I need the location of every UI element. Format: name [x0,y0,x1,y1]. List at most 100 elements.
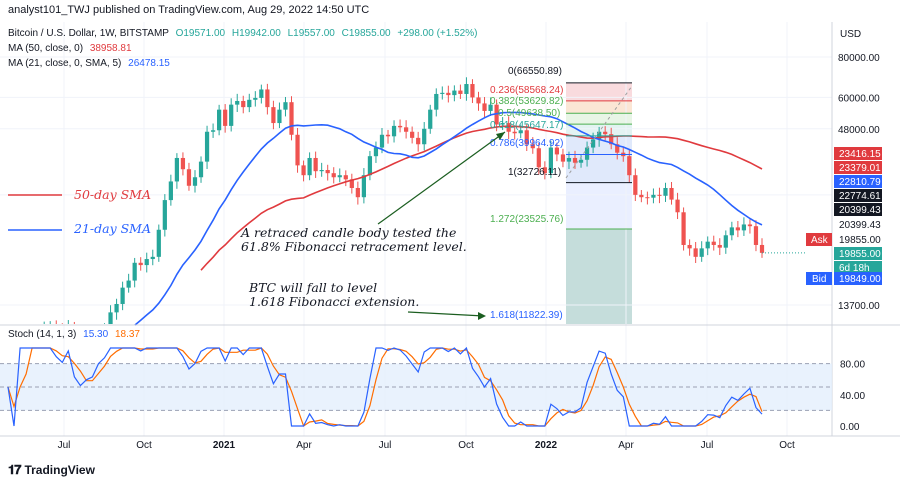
time-axis-label: Jul [701,440,714,451]
candle-body [753,226,759,245]
candle-body [536,148,541,168]
candle-body [494,104,499,125]
candle-body [355,187,360,198]
candle-body [566,157,572,162]
candle-body [476,97,481,104]
candle-body [717,244,722,248]
stoch-axis-tick: 80.00 [840,360,865,371]
candle-body [482,103,487,111]
price-tag-label: 20399.43 [839,205,881,216]
candle-body [735,227,740,231]
fall-annotation-line2: 1.618 Fibonacci extension. [249,294,420,309]
price-tag-bg [834,147,882,160]
stoch-legend[interactable]: Stoch (14, 1, 3) 15.30 18.37 [8,329,140,340]
retrace-arrow-head [496,132,505,140]
ma50-legend-label: MA (50, close, 0) [8,43,84,54]
candle-body [373,147,379,157]
candle-body [584,147,590,160]
candle-body [397,125,403,128]
candle-body [410,131,415,138]
price-axis-tick: 48000.00 [838,125,880,136]
fib-zone [566,113,632,125]
candle-body [657,194,662,196]
ohlc-change: +298.00 (+1.52%) [397,28,478,39]
candle-body [301,165,306,176]
candle-body [609,134,614,145]
fib-zone [566,182,632,230]
candle-body [391,125,397,137]
candle-body [235,100,240,105]
candle-body [361,175,366,198]
stoch-d-value: 18.37 [114,329,140,340]
ask-label-bg [806,233,832,246]
candle-body [524,130,529,145]
candle-body [590,139,596,148]
ohlc-high: H19942.00 [231,28,281,39]
candle-body [307,157,312,176]
candle-body [506,123,511,132]
candle-body [699,248,704,257]
candle-body [416,137,421,145]
tradingview-logo[interactable]: 𝟏𝟕 TradingView [8,462,95,478]
bid-label: Bid [812,274,826,285]
sma21-label: 21-day SMA [74,221,152,236]
fall-annotation-line1: BTC will fall to level [249,280,378,295]
candle-body [150,256,155,260]
fib-level-label: 0.5(49638.50) [498,108,560,119]
candle-body [711,241,716,245]
candle-body [548,147,553,174]
candle-body [500,123,505,125]
ma50-legend[interactable]: MA (50, close, 0) 38958.81 [8,43,132,54]
tradingview-logo-text: TradingView [24,463,95,477]
candle-body [186,169,192,186]
fib-zone [566,82,632,101]
candle-body [271,107,276,124]
fall-arrow-head [478,312,486,320]
candle-body [747,224,753,227]
sma50-label: 50-day SMA [74,187,152,202]
candle-body [669,187,674,200]
price-axis-tick: 13700.00 [838,301,880,312]
fib-trend-line [565,85,633,179]
candle-body [404,127,409,132]
candle-body [265,89,270,108]
ma21-legend[interactable]: MA (21, close, 0, SMA, 5) 26478.15 [8,58,170,69]
candle-body [687,244,692,249]
stoch-legend-label: Stoch (14, 1, 3) [8,329,77,340]
candle-body [645,197,650,199]
candle-body [343,175,348,180]
candle-body [241,100,246,108]
candle-body [223,109,228,126]
candle-body [729,227,734,236]
price-tag-label: 23379.01 [839,163,881,174]
fibonacci-zones [566,82,632,324]
candle-body [325,170,330,174]
time-axis-label: Oct [136,440,152,451]
price-tag-label: 19849.00 [839,274,881,285]
stoch-k-line [7,346,763,427]
candle-body [440,92,445,94]
ohlc-low: L19557.00 [287,28,335,39]
ma50-legend-value: 38958.81 [89,43,132,54]
symbol-name[interactable]: Bitcoin / U.S. Dollar, 1W, BITSTAMP [8,28,169,39]
price-tags: 23416.15 23379.01 22810.79 22774.61 20399.43… [762,147,882,285]
candle-body [379,134,385,148]
price-tag-label: 19855.00 [839,249,881,260]
candle-body [705,241,710,249]
candle-body [446,92,451,96]
price-tag-bg [834,189,882,202]
price-tag-bg [834,247,882,260]
candle-body [313,157,318,172]
candle-body [247,99,252,108]
tradingview-logo-icon: 𝟏𝟕 [8,462,22,477]
candle-body [253,97,258,100]
price-axis-tick: 60000.00 [838,93,880,104]
price-tag-label: 22774.61 [839,191,881,202]
candle-body [289,102,294,135]
retrace-arrow-line [377,131,506,225]
candle-body [229,104,234,126]
fib-level-label: 0.382(53629.82) [490,96,563,107]
price-tag-label: 19855.00 [839,235,881,246]
retrace-annotation: A retraced candle body tested the 61.8% … [241,226,467,254]
